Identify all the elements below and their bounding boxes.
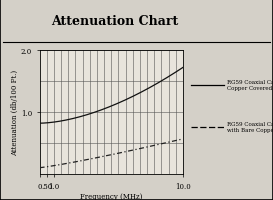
Text: RG59 Coaxial Cable
with Bare Copper: RG59 Coaxial Cable with Bare Copper xyxy=(227,122,273,133)
Y-axis label: Attenuation (db/100 Ft.): Attenuation (db/100 Ft.) xyxy=(11,70,19,155)
X-axis label: Frequency (MHz): Frequency (MHz) xyxy=(80,192,143,200)
Text: RG59 Coaxial Cable with
Copper Covered Steel: RG59 Coaxial Cable with Copper Covered S… xyxy=(227,80,273,91)
Text: Attenuation Chart: Attenuation Chart xyxy=(51,15,178,27)
